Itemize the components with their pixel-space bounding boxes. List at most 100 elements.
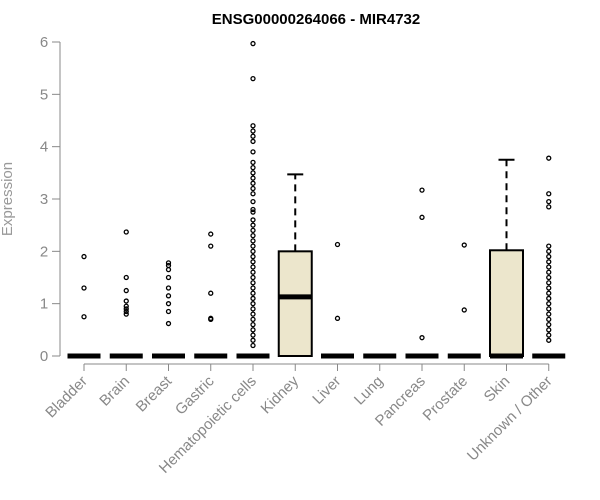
outlier-point	[546, 290, 552, 296]
outlier-point	[546, 332, 552, 338]
outlier-point	[250, 253, 256, 260]
box-unknown-other	[532, 155, 566, 359]
x-tick-label: Lung	[351, 373, 387, 409]
outlier-point	[334, 241, 341, 248]
y-tick-label: 5	[40, 86, 48, 103]
y-tick-label: 0	[40, 348, 48, 365]
outlier-point	[250, 306, 256, 312]
outlier-point	[250, 269, 256, 275]
box-body	[277, 250, 313, 357]
outlier-point	[546, 248, 552, 254]
outlier-point	[165, 308, 172, 315]
outlier-point	[165, 262, 172, 269]
y-tick-label: 4	[40, 139, 48, 156]
outlier-point	[250, 285, 256, 291]
outlier-point	[250, 133, 256, 139]
outlier-point	[250, 295, 256, 302]
outlier-point	[546, 155, 552, 161]
box-gastric	[194, 231, 228, 359]
outlier-point	[123, 287, 129, 294]
outlier-point	[546, 316, 552, 323]
plot-area	[67, 40, 566, 359]
outlier-point	[250, 227, 256, 234]
outlier-point	[546, 274, 552, 281]
y-axis: 0 1 2 3 4 5 6	[40, 34, 61, 365]
outlier-point	[461, 242, 467, 248]
box-breast	[152, 260, 185, 359]
outlier-point	[165, 285, 172, 291]
outlier-point	[546, 295, 552, 302]
y-tick-label: 1	[40, 296, 48, 313]
outlier-point	[250, 332, 256, 338]
outlier-point	[165, 274, 172, 281]
box-pancreas	[405, 187, 439, 359]
box-skin	[489, 158, 524, 359]
outlier-point	[334, 315, 341, 321]
outlier-point	[123, 311, 129, 317]
outlier-point	[250, 138, 256, 145]
outlier-point	[123, 306, 129, 312]
outlier-point	[250, 259, 256, 265]
outlier-point	[419, 214, 425, 220]
outlier-point	[546, 327, 552, 333]
outlier-point	[250, 232, 256, 239]
outlier-point	[165, 301, 172, 307]
outlier-point	[546, 321, 552, 328]
box-bladder	[67, 253, 101, 359]
outlier-point	[546, 301, 552, 307]
outlier-point	[123, 274, 129, 281]
outlier-point	[546, 269, 552, 275]
outlier-point	[250, 280, 256, 286]
outlier-point	[546, 198, 552, 205]
outlier-point	[546, 285, 552, 291]
outlier-point	[208, 231, 214, 237]
outlier-point	[546, 337, 552, 343]
outlier-point	[208, 243, 214, 249]
box-prostate	[447, 242, 481, 359]
x-tick-label: Liver	[309, 373, 344, 408]
outlier-point	[165, 266, 172, 273]
outlier-point	[546, 311, 552, 317]
outlier-point	[81, 314, 87, 320]
y-tick-label: 6	[40, 34, 48, 51]
outlier-point	[250, 222, 256, 228]
outlier-point	[250, 206, 256, 213]
outlier-point	[546, 204, 552, 210]
outlier-point	[123, 308, 129, 315]
outlier-point	[546, 243, 552, 249]
outlier-point	[81, 285, 87, 291]
outlier-point	[250, 337, 256, 343]
outlier-point	[250, 238, 256, 244]
outlier-point	[250, 75, 256, 82]
outlier-point	[250, 185, 256, 192]
outlier-point	[250, 316, 256, 323]
outlier-point	[419, 187, 425, 193]
outlier-point	[123, 229, 129, 235]
outlier-point	[250, 243, 256, 249]
x-tick-label: Skin	[481, 373, 514, 406]
y-tick-label: 2	[40, 243, 48, 260]
outlier-point	[165, 320, 172, 327]
outlier-point	[250, 159, 256, 166]
outlier-point	[250, 191, 256, 197]
outlier-point	[250, 128, 256, 134]
outlier-point	[250, 311, 256, 317]
outlier-point	[250, 301, 256, 307]
outlier-point	[461, 307, 467, 313]
outlier-point	[419, 335, 425, 341]
outlier-point	[250, 274, 256, 281]
box-body	[489, 249, 524, 357]
outlier-point	[250, 175, 256, 181]
outlier-point	[250, 149, 256, 155]
chart-title: ENSG00000264066 - MIR4732	[212, 11, 420, 28]
x-tick-label: Bladder	[42, 373, 91, 422]
box-brain	[109, 229, 143, 359]
outlier-point	[546, 306, 552, 312]
x-tick-label: Brain	[96, 373, 133, 410]
outlier-point	[250, 217, 256, 223]
y-tick-label: 3	[40, 191, 48, 208]
outlier-point	[123, 298, 129, 304]
x-tick-label: Kidney	[258, 372, 303, 417]
